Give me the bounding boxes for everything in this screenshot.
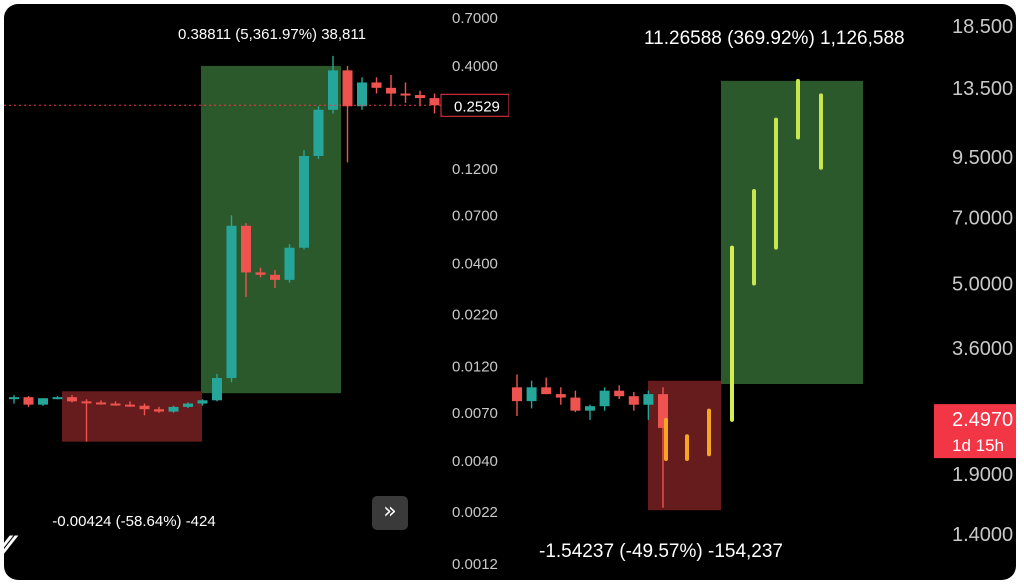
candle-body: [197, 400, 208, 404]
candle-body: [614, 390, 625, 397]
candle-body: [299, 155, 309, 248]
y-tick-label: 1.9000: [952, 464, 1013, 486]
candle-body: [226, 225, 237, 379]
candle-body: [212, 378, 222, 401]
y-tick-label: 18.500: [952, 16, 1013, 38]
chart-panel-right: 18.500 13.500 9.5000 7.0000 5.0000 3.6000 1.90…: [509, 4, 1016, 580]
candle-body: [168, 406, 179, 412]
candle-body: [110, 403, 121, 406]
measure-up-label: 11.26588 (369.92%) 1,126,588: [644, 28, 905, 49]
y-tick-label: 13.500: [952, 78, 1013, 100]
candle-body: [526, 387, 537, 402]
candle-body: [81, 401, 92, 404]
candle-body: [628, 396, 639, 405]
candle-body: [357, 82, 367, 107]
candle-body: [270, 274, 280, 280]
candle-body: [313, 109, 324, 156]
last-price-label-box: [440, 93, 509, 117]
measure-down-box: [62, 391, 202, 442]
measure-down-label: -1.54237 (-49.57%) -154,237: [539, 541, 783, 562]
y-tick-label: 0.0012: [452, 556, 498, 573]
chart-right-svg: 18.500 13.500 9.5000 7.0000 5.0000 3.6000 1.90…: [512, 16, 1016, 562]
candle-body: [541, 387, 552, 395]
candle-body: [555, 394, 566, 398]
candle-body: [512, 387, 522, 402]
last-price-label: 0.2529: [454, 98, 500, 115]
y-tick-label: 0.0220: [452, 307, 498, 324]
candle-body: [38, 398, 48, 405]
measure-down-label: -0.00424 (-58.64%) -424: [52, 513, 215, 530]
scroll-to-realtime-button[interactable]: »: [372, 496, 408, 530]
y-tick-label: 7.0000: [952, 207, 1013, 229]
candle-body: [371, 82, 382, 88]
candle-body: [241, 225, 251, 273]
candle-body: [255, 272, 266, 275]
chart-panel-left: 0.2529 0.7000 0.4000 0.1200 0.0700 0.0400 0.02…: [4, 4, 509, 580]
candle-body: [139, 405, 150, 410]
y-tick-label: 0.7000: [452, 10, 498, 27]
y-tick-label: 0.0070: [452, 405, 498, 422]
candle-body: [342, 70, 353, 107]
double-chevron-right-icon: »: [383, 499, 397, 524]
tradingview-logo: ⁄⁄: [4, 531, 11, 566]
candle-body: [328, 70, 338, 110]
candle-body: [52, 397, 63, 400]
candle-body: [400, 93, 411, 96]
candle-body: [96, 402, 106, 405]
candle-body: [284, 247, 295, 280]
y-tick-label: 5.0000: [952, 273, 1013, 295]
y-tick-label: 9.5000: [952, 147, 1013, 169]
candle-body: [658, 394, 668, 428]
y-tick-label: 1.4000: [952, 524, 1013, 546]
y-tick-label: 0.4000: [452, 58, 498, 75]
candle-body: [415, 95, 425, 99]
candle-body: [570, 397, 581, 411]
last-price-badge: [934, 404, 1016, 459]
measure-up-label: 0.38811 (5,361.97%) 38,811: [178, 26, 366, 43]
y-tick-label: 0.1200: [452, 161, 498, 178]
countdown-label: 1d 15h: [952, 436, 1004, 455]
y-tick-label: 0.0022: [452, 504, 498, 521]
candle-body: [67, 397, 77, 402]
candle-body: [429, 98, 440, 106]
candle-body: [585, 406, 595, 411]
chart-left-svg: 0.2529 0.7000 0.4000 0.1200 0.0700 0.0400 0.02…: [4, 10, 509, 573]
candle-body: [183, 403, 193, 407]
candle-body: [125, 404, 135, 407]
last-price-label: 2.4970: [952, 409, 1013, 431]
candle-body: [154, 409, 164, 412]
y-tick-label: 0.0120: [452, 359, 498, 376]
candle-body: [599, 390, 610, 407]
chart-screenshot: 0.2529 0.7000 0.4000 0.1200 0.0700 0.0400 0.02…: [4, 4, 1016, 580]
measure-up-box: [721, 80, 863, 385]
candle-body: [23, 397, 34, 405]
candle-body: [643, 394, 654, 405]
y-tick-label: 0.0400: [452, 255, 498, 272]
y-tick-label: 3.6000: [952, 338, 1013, 360]
candle-body: [386, 87, 396, 94]
y-tick-label: 0.0040: [452, 453, 498, 470]
candle-body: [9, 397, 19, 400]
y-tick-label: 0.0700: [452, 207, 498, 224]
